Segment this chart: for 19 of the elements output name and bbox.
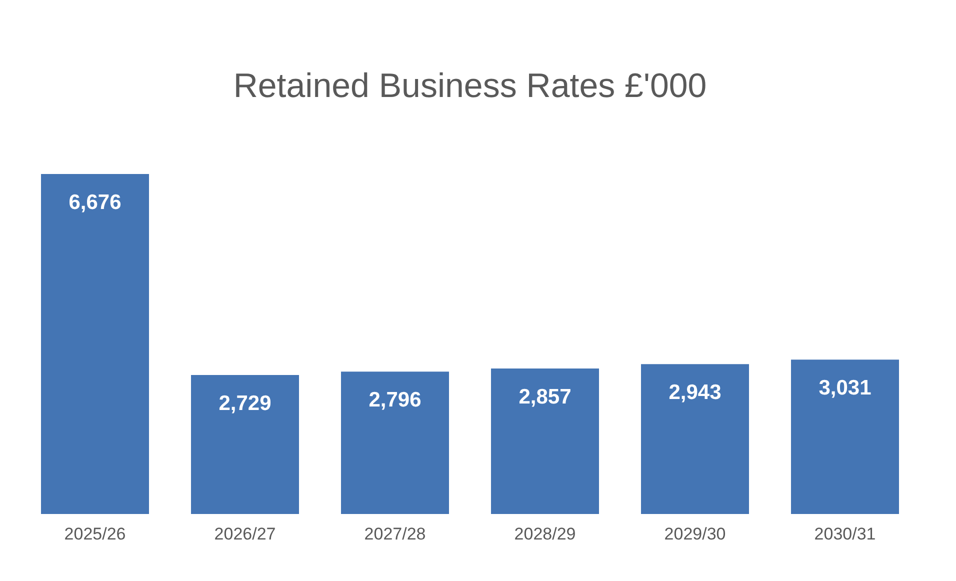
data-label: 2,729 [218, 392, 272, 416]
bar [641, 364, 749, 514]
chart-title: Retained Business Rates £'000 [233, 67, 707, 105]
data-label: 2,796 [368, 388, 422, 412]
data-label: 3,031 [818, 376, 872, 400]
x-tick-label: 2027/28 [364, 524, 426, 544]
bar [791, 360, 899, 514]
data-label: 6,676 [68, 191, 122, 214]
data-label: 2,943 [668, 381, 722, 404]
bar [41, 174, 149, 514]
bar [341, 372, 449, 514]
x-tick-label: 2030/31 [814, 524, 876, 544]
bar [491, 368, 599, 514]
bar [191, 375, 299, 514]
x-tick-label: 2025/26 [64, 524, 126, 544]
data-label: 2,857 [518, 385, 572, 408]
x-tick-label: 2029/30 [664, 524, 726, 544]
x-tick-label: 2026/27 [214, 524, 276, 544]
x-tick-label: 2028/29 [514, 524, 576, 544]
